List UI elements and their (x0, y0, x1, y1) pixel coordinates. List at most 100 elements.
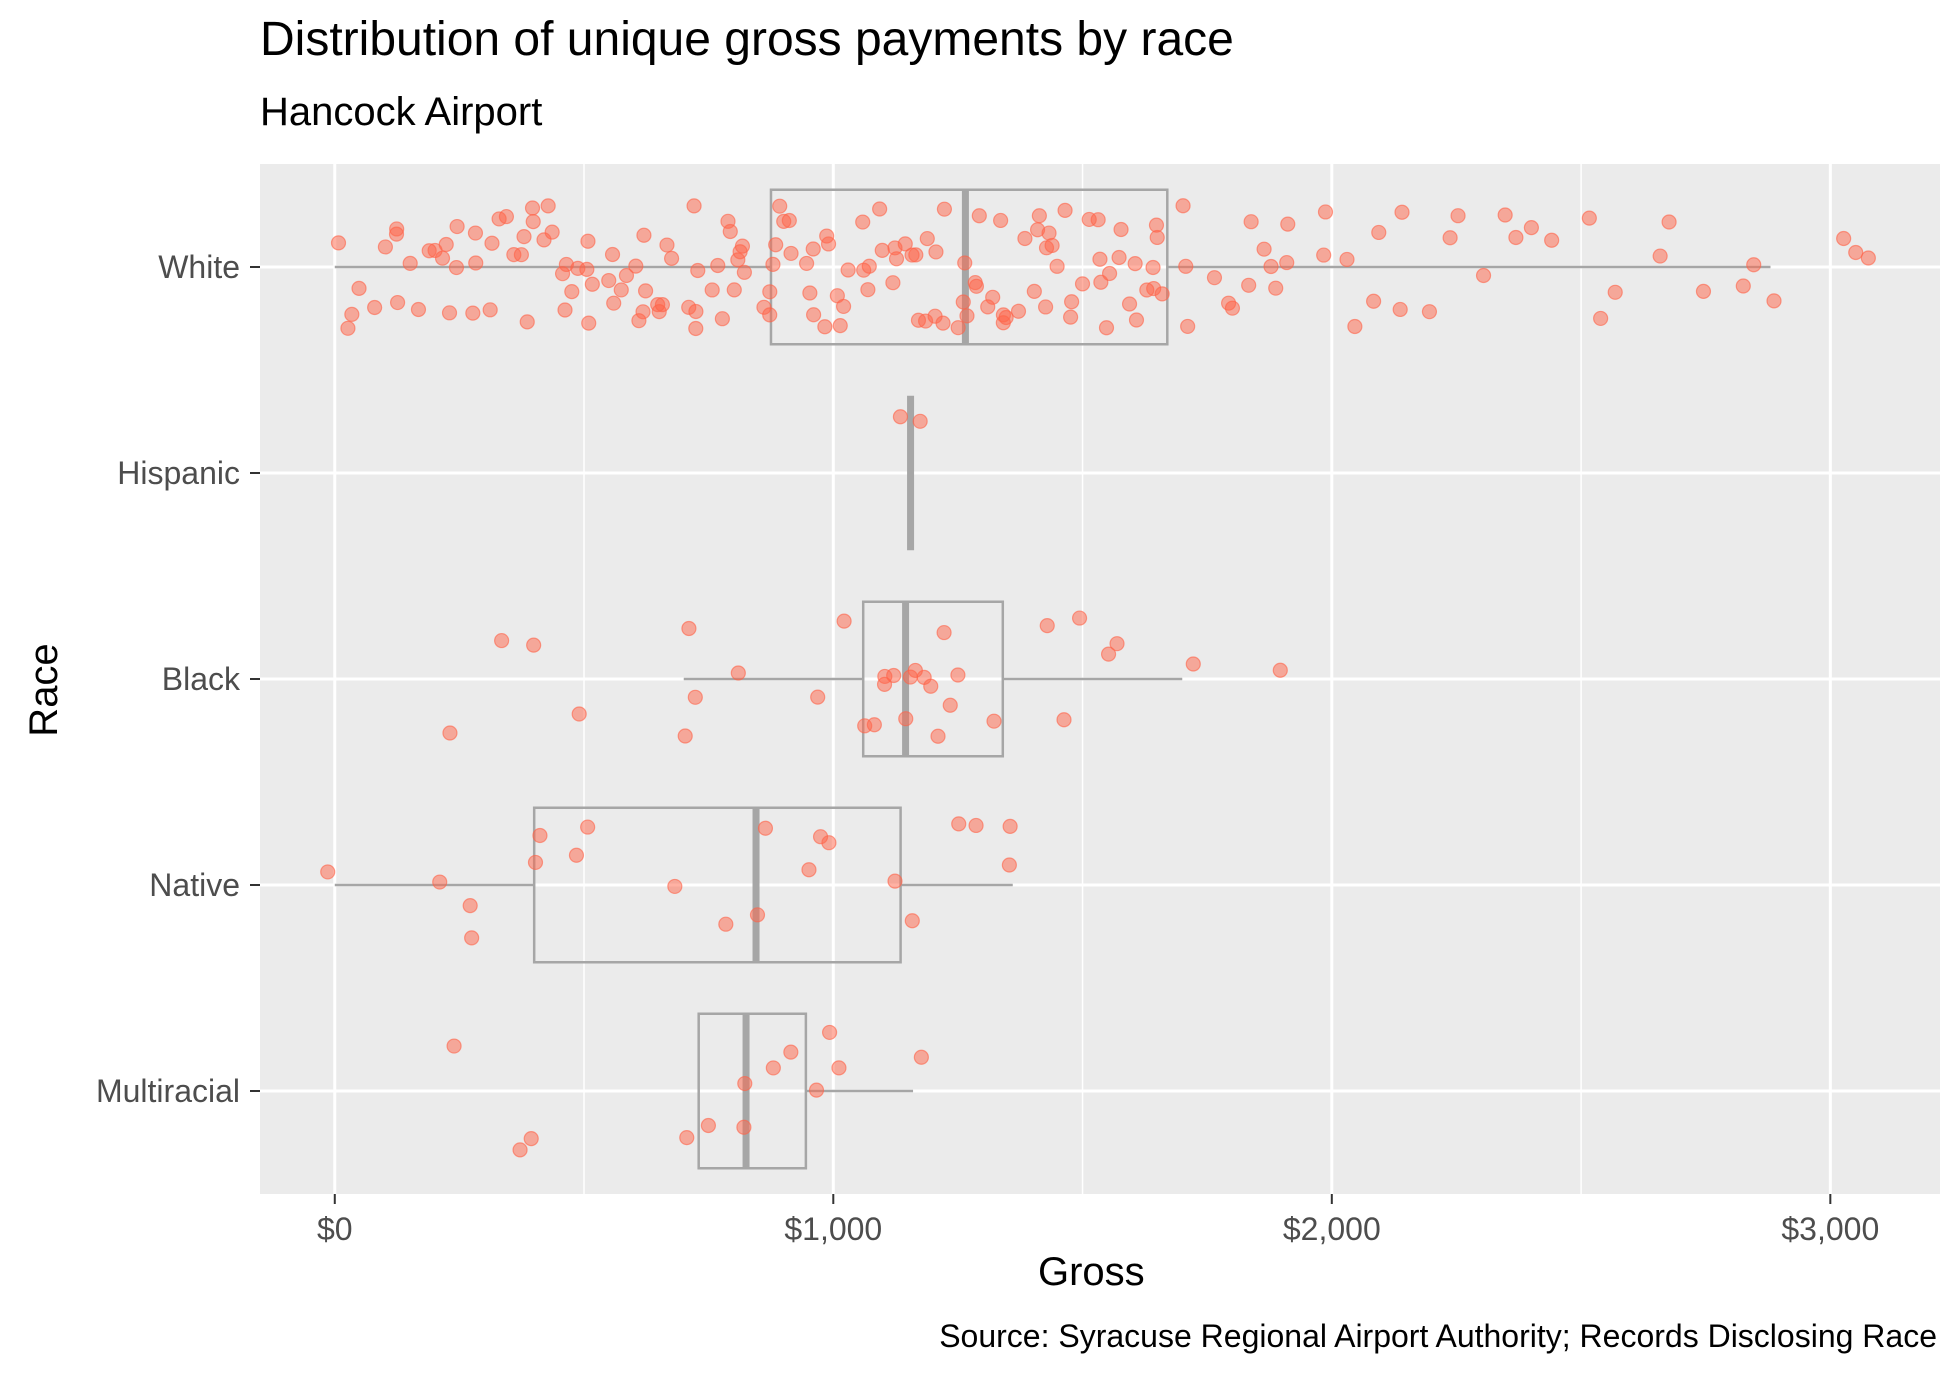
point-white (993, 212, 1009, 229)
point-white (832, 317, 848, 334)
point-white (1098, 320, 1115, 336)
point-white (768, 237, 784, 253)
point-white (1241, 277, 1257, 293)
point-white (1154, 286, 1170, 302)
point-white (367, 299, 383, 316)
point-black (836, 613, 852, 629)
point-white (1475, 267, 1492, 284)
point-white (449, 218, 465, 235)
point-white (1450, 208, 1466, 224)
point-black (898, 711, 914, 727)
point-multiracial (913, 1049, 929, 1065)
point-white (579, 261, 595, 277)
point-white (860, 282, 876, 298)
point-hispanic (892, 409, 909, 425)
point-white (468, 255, 484, 271)
point-white (604, 246, 621, 263)
point-white (1735, 278, 1751, 294)
point-native (887, 873, 903, 889)
point-white (1766, 293, 1782, 309)
point-white (1074, 276, 1091, 292)
point-white (1593, 310, 1609, 327)
point-white (1442, 230, 1458, 246)
point-white (377, 239, 393, 255)
point-multiracial (736, 1119, 752, 1135)
point-white (524, 200, 541, 216)
point-white (1139, 282, 1155, 298)
point-white (1128, 312, 1145, 328)
point-native (464, 930, 480, 946)
point-white (1581, 210, 1597, 226)
point-white (519, 314, 535, 330)
point-white (1175, 198, 1191, 214)
point-white (1148, 217, 1165, 233)
point-white (1063, 309, 1079, 325)
point-black (687, 689, 703, 705)
point-white (888, 251, 905, 267)
point-white (802, 285, 818, 301)
points-layer (320, 198, 1876, 1158)
point-white (919, 230, 935, 247)
point-native (801, 862, 817, 878)
point-multiracial (523, 1131, 539, 1147)
point-white (734, 238, 751, 254)
point-white (688, 303, 704, 320)
point-native (568, 847, 585, 863)
point-white (904, 247, 920, 263)
point-white (935, 315, 951, 331)
point-white (688, 320, 704, 337)
point-native (320, 864, 336, 880)
point-native (812, 829, 829, 845)
point-white (580, 233, 596, 249)
point-white (557, 302, 573, 318)
point-white (1652, 248, 1668, 264)
point-native (904, 913, 920, 929)
point-black (681, 620, 697, 637)
point-hispanic (912, 413, 928, 429)
point-white (564, 284, 580, 300)
chart-subtitle: Hancock Airport (260, 90, 543, 134)
point-white (544, 224, 560, 240)
point-black (942, 697, 958, 713)
point-white (955, 294, 971, 310)
point-white (957, 255, 973, 271)
point-white (998, 309, 1014, 326)
point-native (718, 916, 734, 932)
point-black (494, 632, 510, 649)
point-white (885, 275, 901, 291)
point-white (663, 250, 680, 266)
point-white (467, 225, 484, 241)
point-white (1836, 230, 1852, 247)
point-black (950, 667, 966, 683)
point-black (442, 725, 458, 741)
point-white (340, 320, 356, 336)
point-black (1185, 656, 1201, 672)
point-white (516, 229, 532, 245)
y-tick-label-native: Native (149, 867, 240, 903)
point-black (1272, 662, 1288, 678)
point-white (817, 319, 833, 335)
point-black (526, 637, 542, 653)
point-white (1127, 256, 1143, 272)
point-white (1044, 237, 1060, 254)
point-white (438, 236, 454, 253)
point-white (1508, 229, 1524, 246)
point-white (1366, 293, 1382, 309)
point-white (959, 308, 975, 324)
point-white (968, 278, 985, 294)
point-native (749, 907, 766, 923)
point-white (1092, 251, 1108, 267)
point-black (866, 717, 882, 733)
point-white (762, 307, 778, 323)
point-white (874, 242, 890, 258)
point-native (527, 854, 544, 871)
point-white (781, 212, 797, 229)
point-white (1206, 270, 1223, 286)
point-white (513, 247, 529, 263)
point-white (636, 227, 652, 243)
point-white (726, 282, 742, 298)
point-white (861, 258, 877, 274)
point-white (631, 313, 647, 329)
point-white (1111, 249, 1127, 266)
point-black (930, 728, 946, 744)
